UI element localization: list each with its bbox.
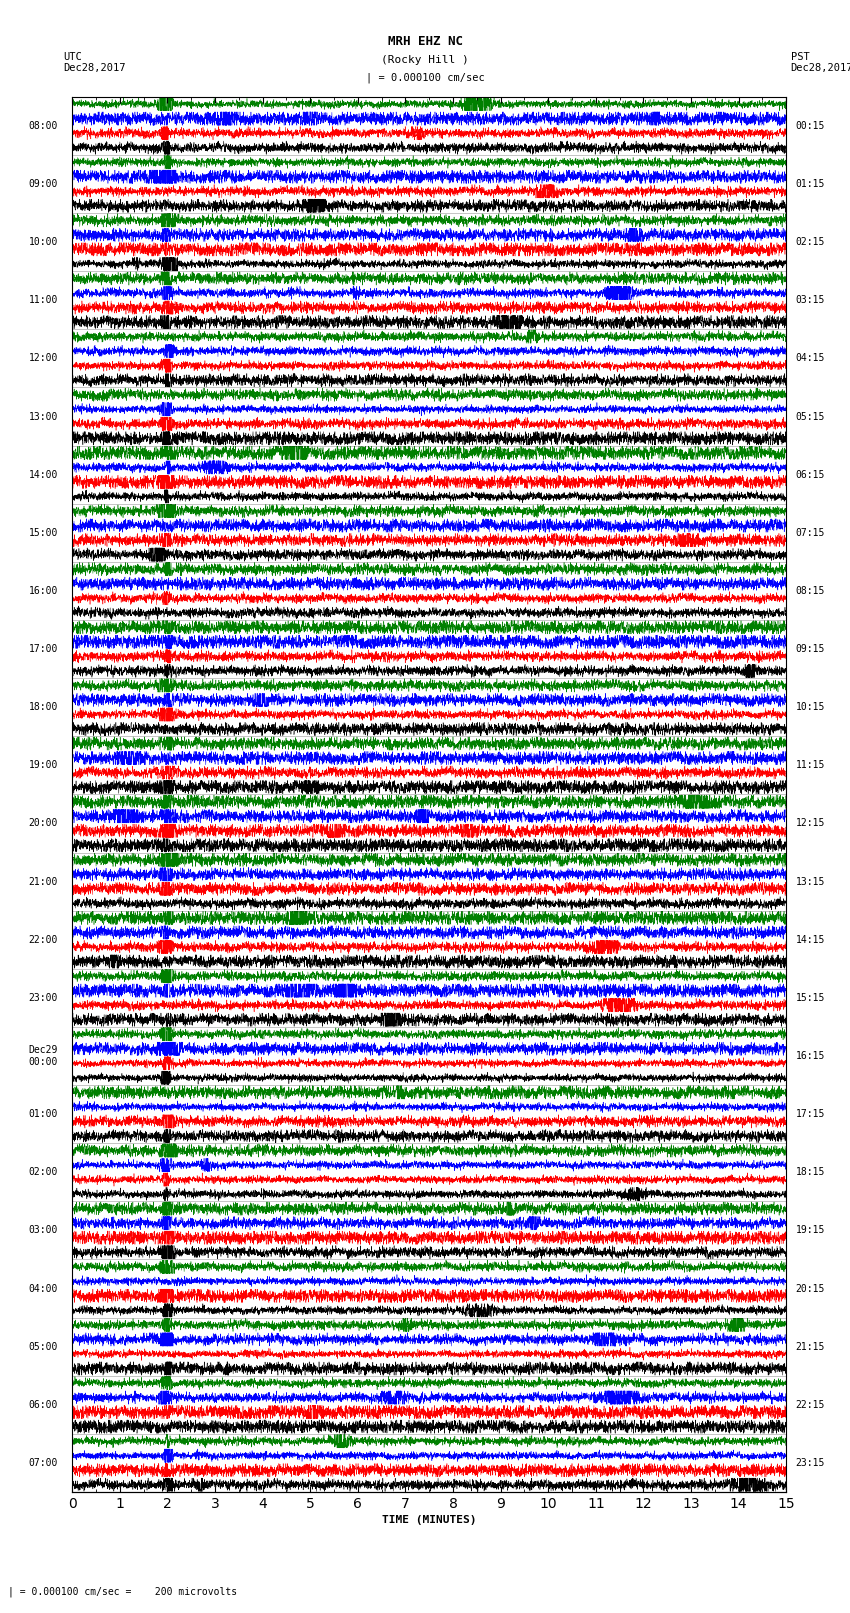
Text: 21:15: 21:15 xyxy=(796,1342,825,1352)
Text: Dec29
00:00: Dec29 00:00 xyxy=(29,1045,58,1066)
Text: 13:00: 13:00 xyxy=(29,411,58,421)
Text: 09:15: 09:15 xyxy=(796,644,825,653)
Text: 14:15: 14:15 xyxy=(796,936,825,945)
Text: 10:15: 10:15 xyxy=(796,702,825,713)
Text: 04:15: 04:15 xyxy=(796,353,825,363)
Text: 13:15: 13:15 xyxy=(796,876,825,887)
Text: 02:15: 02:15 xyxy=(796,237,825,247)
Text: 23:00: 23:00 xyxy=(29,994,58,1003)
Text: UTC
Dec28,2017: UTC Dec28,2017 xyxy=(64,52,127,73)
Text: 09:00: 09:00 xyxy=(29,179,58,189)
Text: 01:00: 01:00 xyxy=(29,1110,58,1119)
Text: 18:00: 18:00 xyxy=(29,702,58,713)
Text: 12:15: 12:15 xyxy=(796,818,825,829)
Text: 03:00: 03:00 xyxy=(29,1226,58,1236)
Text: 05:15: 05:15 xyxy=(796,411,825,421)
Text: 02:00: 02:00 xyxy=(29,1168,58,1177)
Text: 00:15: 00:15 xyxy=(796,121,825,131)
Text: 07:15: 07:15 xyxy=(796,527,825,537)
Text: 06:00: 06:00 xyxy=(29,1400,58,1410)
Text: 08:15: 08:15 xyxy=(796,586,825,595)
X-axis label: TIME (MINUTES): TIME (MINUTES) xyxy=(382,1515,477,1524)
Text: 15:15: 15:15 xyxy=(796,994,825,1003)
Text: 23:15: 23:15 xyxy=(796,1458,825,1468)
Text: 20:00: 20:00 xyxy=(29,818,58,829)
Text: 08:00: 08:00 xyxy=(29,121,58,131)
Text: 17:15: 17:15 xyxy=(796,1110,825,1119)
Text: 10:00: 10:00 xyxy=(29,237,58,247)
Text: 19:00: 19:00 xyxy=(29,760,58,771)
Text: 06:15: 06:15 xyxy=(796,469,825,479)
Text: | = 0.000100 cm/sec: | = 0.000100 cm/sec xyxy=(366,73,484,84)
Text: 05:00: 05:00 xyxy=(29,1342,58,1352)
Text: 19:15: 19:15 xyxy=(796,1226,825,1236)
Text: | = 0.000100 cm/sec =    200 microvolts: | = 0.000100 cm/sec = 200 microvolts xyxy=(8,1586,238,1597)
Text: 18:15: 18:15 xyxy=(796,1168,825,1177)
Text: 22:00: 22:00 xyxy=(29,936,58,945)
Text: 04:00: 04:00 xyxy=(29,1284,58,1294)
Text: MRH EHZ NC: MRH EHZ NC xyxy=(388,35,462,48)
Text: 20:15: 20:15 xyxy=(796,1284,825,1294)
Text: (Rocky Hill ): (Rocky Hill ) xyxy=(381,55,469,65)
Text: 11:00: 11:00 xyxy=(29,295,58,305)
Text: 12:00: 12:00 xyxy=(29,353,58,363)
Text: 01:15: 01:15 xyxy=(796,179,825,189)
Text: 14:00: 14:00 xyxy=(29,469,58,479)
Text: 16:00: 16:00 xyxy=(29,586,58,595)
Text: 17:00: 17:00 xyxy=(29,644,58,653)
Text: 03:15: 03:15 xyxy=(796,295,825,305)
Text: PST
Dec28,2017: PST Dec28,2017 xyxy=(790,52,850,73)
Text: 21:00: 21:00 xyxy=(29,876,58,887)
Text: 22:15: 22:15 xyxy=(796,1400,825,1410)
Text: 16:15: 16:15 xyxy=(796,1052,825,1061)
Text: 15:00: 15:00 xyxy=(29,527,58,537)
Text: 11:15: 11:15 xyxy=(796,760,825,771)
Text: 07:00: 07:00 xyxy=(29,1458,58,1468)
